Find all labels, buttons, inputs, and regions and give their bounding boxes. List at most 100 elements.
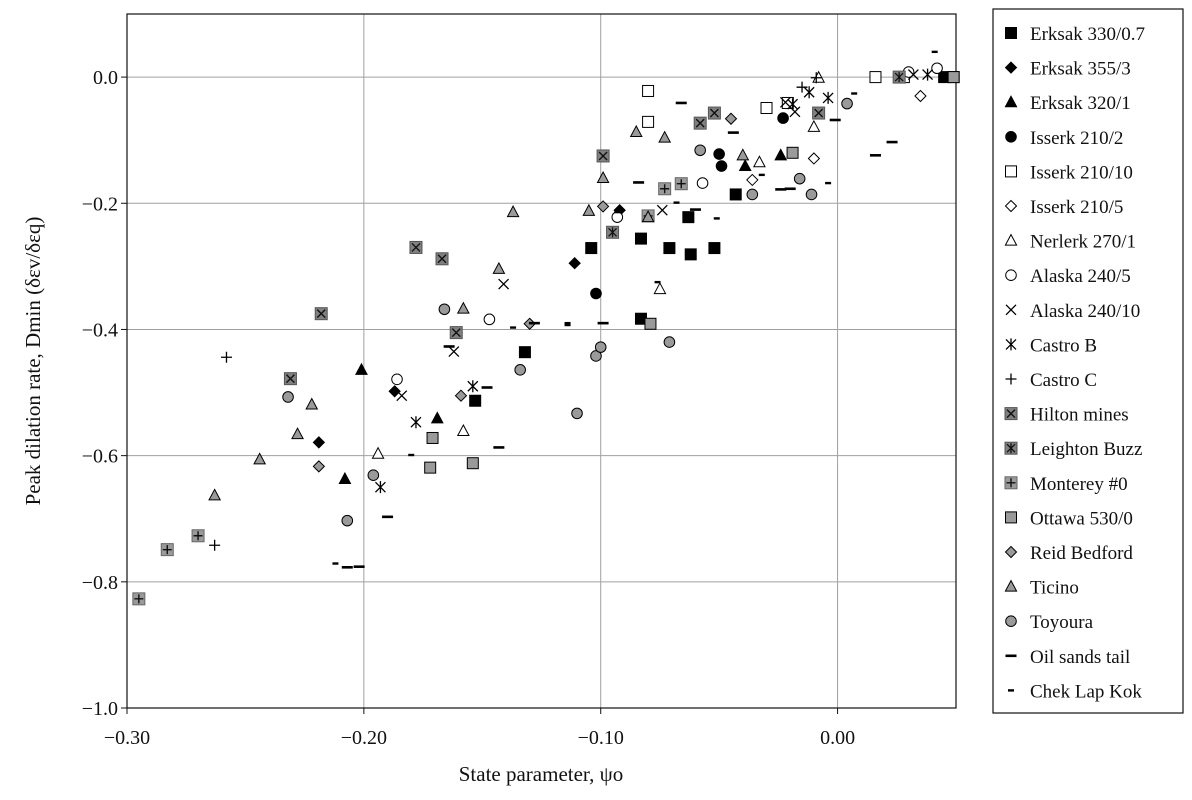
marker-shape — [641, 210, 655, 223]
marker-shape — [663, 242, 676, 255]
legend-item: Monterey #0 — [1004, 474, 1128, 495]
legend-label: Chek Lap Kok — [1030, 681, 1142, 702]
data-point — [656, 204, 668, 216]
series-alaska-240-10 — [396, 69, 919, 402]
marker-glyph — [660, 184, 670, 194]
data-point — [396, 390, 408, 402]
data-point — [338, 471, 352, 484]
data-point — [674, 177, 688, 191]
marker-shape — [448, 346, 460, 357]
data-point — [793, 172, 806, 185]
data-point — [713, 148, 725, 160]
marker-shape — [760, 102, 773, 115]
legend-marker — [1004, 95, 1018, 108]
data-point — [752, 155, 766, 168]
data-point — [611, 211, 624, 223]
marker-shape — [355, 362, 368, 375]
marker-shape — [454, 389, 468, 402]
data-point — [312, 460, 326, 473]
marker-glyph — [1006, 443, 1016, 454]
marker-shape — [803, 86, 815, 99]
data-point — [715, 160, 728, 172]
data-point — [341, 514, 354, 527]
legend-marker — [1005, 654, 1017, 658]
data-point — [729, 188, 742, 201]
data-point — [448, 346, 460, 357]
marker-shape — [1008, 689, 1014, 692]
legend-label: Hilton mines — [1030, 405, 1129, 426]
legend-label: Castro B — [1030, 335, 1097, 356]
data-point — [571, 407, 583, 420]
marker-shape — [466, 457, 479, 470]
marker-shape — [907, 69, 919, 81]
y-axis-ticks: 0.0 −0.2 −0.4 −0.6 −0.8 −1.0 — [82, 67, 127, 720]
marker-shape — [582, 203, 596, 216]
marker-shape — [408, 453, 415, 457]
series-toyoura — [282, 97, 853, 527]
data-point — [789, 106, 801, 118]
series-ottawa-530-0 — [424, 71, 960, 474]
data-point — [456, 423, 470, 437]
data-point — [663, 242, 676, 255]
marker-glyph — [193, 531, 203, 541]
marker-shape — [312, 460, 326, 473]
data-point — [498, 278, 510, 290]
marker-shape — [629, 124, 643, 137]
data-point — [408, 453, 415, 457]
marker-shape — [341, 566, 353, 569]
legend-item: Castro C — [1005, 370, 1097, 391]
data-point — [220, 351, 232, 363]
marker-shape — [869, 71, 882, 84]
data-point — [353, 565, 365, 568]
legend-item: Oil sands tail — [1005, 647, 1130, 668]
marker-shape — [253, 452, 267, 465]
data-point — [283, 372, 297, 386]
x-axis-title: State parameter, ψo — [459, 762, 623, 786]
marker-shape — [642, 84, 655, 97]
data-point — [724, 112, 738, 125]
data-point — [209, 539, 221, 551]
marker-shape — [653, 282, 667, 295]
marker-shape — [1005, 615, 1017, 628]
marker-glyph — [709, 108, 719, 118]
data-point — [382, 515, 394, 519]
data-point — [594, 341, 607, 353]
marker-shape — [568, 257, 581, 270]
data-point — [663, 336, 676, 348]
legend-label: Leighton Buzz — [1030, 439, 1142, 460]
legend-marker — [1004, 407, 1018, 421]
data-point — [786, 146, 799, 159]
marker-shape — [1004, 199, 1018, 213]
data-point — [658, 182, 672, 196]
legend-marker — [1004, 233, 1018, 246]
data-point — [746, 188, 759, 201]
marker-shape — [715, 160, 728, 172]
marker-shape — [673, 201, 680, 204]
data-point — [510, 326, 517, 329]
data-point — [590, 287, 602, 300]
legend-item: Ottawa 530/0 — [1005, 508, 1133, 529]
marker-shape — [869, 154, 881, 157]
series-alaska-240-5 — [391, 62, 943, 386]
marker-shape — [746, 173, 759, 187]
data-point — [454, 389, 468, 402]
marker-shape — [787, 98, 799, 111]
legend-item: Erksak 355/3 — [1004, 59, 1131, 80]
legend-item: Erksak 330/0.7 — [1005, 24, 1145, 45]
marker-shape — [807, 152, 821, 165]
data-point — [424, 461, 437, 474]
marker-shape — [564, 321, 571, 325]
marker-shape — [492, 261, 506, 274]
marker-shape — [528, 321, 540, 325]
data-point — [653, 282, 667, 295]
data-point — [675, 101, 687, 105]
legend-label: Isserk 210/10 — [1030, 162, 1133, 183]
data-point — [410, 416, 422, 429]
series-castro-b — [374, 68, 934, 494]
legend-marker — [1004, 476, 1018, 490]
legend-label: Erksak 320/1 — [1030, 93, 1131, 114]
marker-shape — [694, 144, 706, 157]
series-erksak-320-1 — [338, 148, 788, 484]
marker-shape — [1005, 165, 1017, 178]
data-point — [208, 488, 222, 501]
